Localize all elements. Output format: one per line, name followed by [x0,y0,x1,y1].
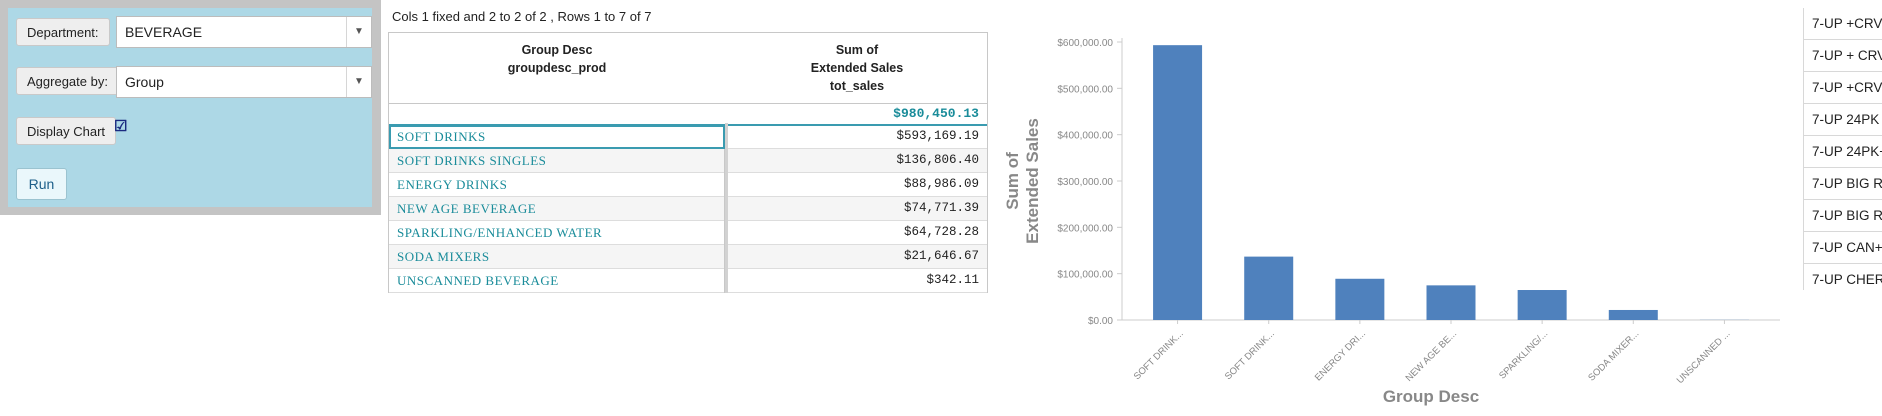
table-info: Cols 1 fixed and 2 to 2 of 2 , Rows 1 to… [392,9,652,24]
header-line: Extended Sales [810,61,904,75]
aggregate-select[interactable]: Group ▼ [116,66,372,98]
aggregate-label: Aggregate by: [16,67,119,95]
row-value: $593,169.19 [896,129,979,143]
table-row[interactable]: SODA MIXERS $21,646.67 [389,245,987,269]
list-item[interactable]: 7-UP CHER [1804,264,1882,290]
y-tick-label: $100,000.00 [1057,270,1113,281]
row-name[interactable]: SODA MIXERS [389,245,725,269]
results-table: Group Desc groupdesc_prod Sum of Extende… [388,32,988,293]
row-value: $21,646.67 [903,249,979,263]
bar [1335,278,1385,320]
chevron-down-icon[interactable]: ▼ [346,17,371,47]
bar [1517,290,1567,320]
total-value: $980,450.13 [893,106,979,121]
y-tick-label: $300,000.00 [1057,177,1113,188]
list-item[interactable]: 7-UP CAN+C [1804,232,1882,264]
aggregate-value: Group [125,74,164,90]
row-name[interactable]: UNSCANNED BEVERAGE [389,269,725,293]
sales-bar-chart: $0.00 $100,000.00 $200,000.00 $300,000.00 $4… [1003,38,1780,406]
control-panel-frame: Department: BEVERAGE ▼ Aggregate by: Gro… [0,0,381,215]
y-tick-label: $400,000.00 [1057,131,1113,142]
row-value: $136,806.40 [896,153,979,167]
list-item[interactable]: 7-UP +CRV [1804,8,1882,40]
row-value: $88,986.09 [903,177,979,191]
row-value: $342.11 [926,273,979,287]
department-value: BEVERAGE [125,24,203,40]
y-axis-title-line: Extended Sales [1023,118,1042,244]
list-item[interactable]: 7-UP BIG RE [1804,168,1882,200]
row-name[interactable]: SPARKLING/ENHANCED WATER [389,221,725,245]
department-select[interactable]: BEVERAGE ▼ [116,16,372,48]
y-axis-title: Sum ofExtended Sales [1003,118,1042,244]
y-axis-title-line: Sum of [1003,152,1022,210]
table-row[interactable]: NEW AGE BEVERAGE $74,771.39 [389,197,987,221]
run-button[interactable]: Run [16,168,67,200]
header-line: Group Desc [521,43,593,57]
display-chart-label: Display Chart [16,117,117,145]
header-group-desc[interactable]: Group Desc groupdesc_prod [389,41,725,77]
table-row[interactable]: SOFT DRINKS $593,169.19 [389,125,987,149]
table-row[interactable]: ENERGY DRINKS $88,986.09 [389,173,987,197]
table-row[interactable]: UNSCANNED BEVERAGE $342.11 [389,269,987,293]
display-chart-checkbox[interactable]: ☑ [114,118,128,135]
x-tick-label: SOFT DRINK... [1132,328,1186,382]
x-tick-label: SODA MIXER... [1586,328,1641,383]
x-tick-label: UNSCANNED ... [1675,328,1733,386]
row-name[interactable]: ENERGY DRINKS [389,173,725,197]
row-value: $64,728.28 [903,225,979,239]
list-item[interactable]: 7-UP 24PK [1804,104,1882,136]
y-tick-label: $600,000.00 [1057,38,1113,49]
table-row[interactable]: SPARKLING/ENHANCED WATER $64,728.28 [389,221,987,245]
x-tick-label: SOFT DRINK... [1223,328,1277,382]
y-tick-label: $0.00 [1088,316,1113,327]
bar [1244,256,1294,320]
list-item[interactable]: 7-UP BIG RE [1804,200,1882,232]
bar [1153,45,1203,320]
table-row[interactable]: SOFT DRINKS SINGLES $136,806.40 [389,149,987,173]
list-item[interactable]: 7-UP +CRV [1804,72,1882,104]
total-row: $980,450.13 [389,103,987,126]
department-label: Department: [16,18,110,46]
header-line: groupdesc_prod [507,61,607,75]
row-name[interactable]: SOFT DRINKS SINGLES [389,149,725,173]
chevron-down-icon[interactable]: ▼ [346,67,371,97]
x-tick-label: ENERGY DRI... [1313,328,1368,383]
y-tick-label: $500,000.00 [1057,84,1113,95]
x-tick-label: SPARKLING/... [1497,328,1550,381]
item-list: 7-UP +CRV 7-UP + CRV 7-UP +CRV 7-UP 24PK… [1803,8,1882,290]
list-item[interactable]: 7-UP + CRV [1804,40,1882,72]
header-sum-sales[interactable]: Sum of Extended Sales tot_sales [729,41,985,95]
header-line: Sum of [835,43,879,57]
x-axis-title: Group Desc [1383,387,1479,406]
bar [1608,309,1658,320]
row-name[interactable]: SOFT DRINKS [389,125,725,149]
control-panel: Department: BEVERAGE ▼ Aggregate by: Gro… [8,8,372,207]
column-resize-handle[interactable] [725,123,728,293]
y-tick-label: $200,000.00 [1057,223,1113,234]
list-item[interactable]: 7-UP 24PK+ [1804,136,1882,168]
bar [1426,285,1476,320]
row-name[interactable]: NEW AGE BEVERAGE [389,197,725,221]
header-line: tot_sales [829,79,885,93]
x-tick-label: NEW AGE BE... [1404,328,1460,384]
row-value: $74,771.39 [903,201,979,215]
